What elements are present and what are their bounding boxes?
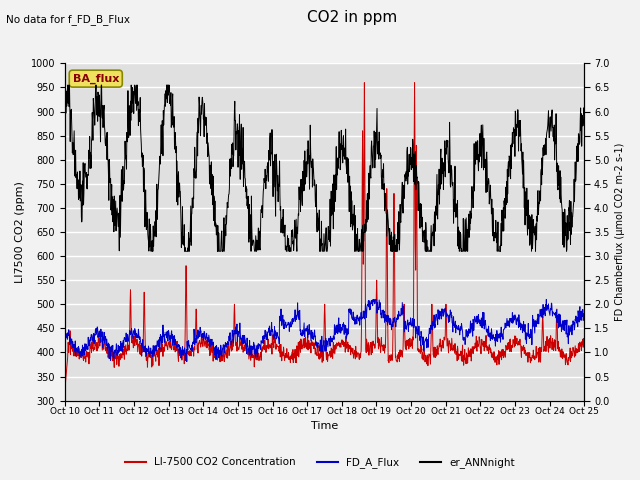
Text: BA_flux: BA_flux <box>72 73 119 84</box>
Text: CO2 in ppm: CO2 in ppm <box>307 10 397 24</box>
Y-axis label: LI7500 CO2 (ppm): LI7500 CO2 (ppm) <box>15 181 25 283</box>
Y-axis label: FD Chamberflux (μmol CO2 m-2 s-1): FD Chamberflux (μmol CO2 m-2 s-1) <box>615 143 625 321</box>
Text: No data for f_FD_B_Flux: No data for f_FD_B_Flux <box>6 14 131 25</box>
Legend: LI-7500 CO2 Concentration, FD_A_Flux, er_ANNnight: LI-7500 CO2 Concentration, FD_A_Flux, er… <box>121 453 519 472</box>
X-axis label: Time: Time <box>311 421 338 432</box>
